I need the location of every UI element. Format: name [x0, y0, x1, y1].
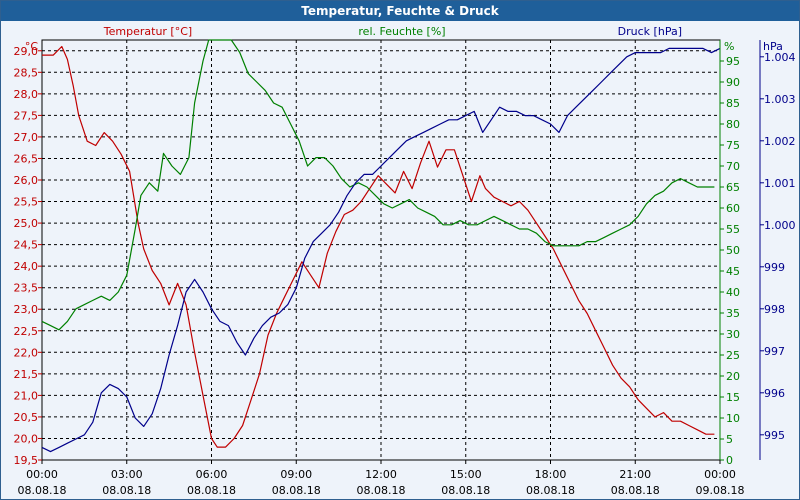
humidity-line [41, 39, 715, 331]
date-tick-label: 08.08.18 [357, 484, 406, 497]
pressure-axis-label: Druck [hPa] [618, 25, 682, 38]
humidity-tick-label: 25 [726, 349, 740, 362]
date-tick-label: 08.08.18 [187, 484, 236, 497]
series-lines [41, 39, 721, 453]
date-tick-label: 08.08.18 [18, 484, 67, 497]
date-tick-label: 09.08.18 [696, 484, 745, 497]
date-tick-label: 08.08.18 [102, 484, 151, 497]
temperature-tick-label: 20,5 [14, 411, 39, 424]
temperature-tick-label: 22,0 [14, 346, 39, 359]
time-tick-label: 06:00 [196, 468, 228, 481]
pressure-tick-label: 1.001 [764, 177, 796, 190]
humidity-tick-label: 90 [726, 76, 740, 89]
humidity-tick-label: 45 [726, 265, 740, 278]
temperature-tick-label: 28,5 [14, 66, 39, 79]
date-tick-label: 08.08.18 [441, 484, 490, 497]
pressure-tick-label: 995 [764, 429, 785, 442]
axis-temperature: 29,0 28,5 28,0 27,5 27,0 26,5 26,0 25,5 25,0 24,5… [14, 45, 42, 467]
humidity-tick-label: 80 [726, 118, 740, 131]
pressure-tick-label: 1.003 [764, 93, 796, 106]
pressure-unit: hPa [763, 40, 783, 53]
pressure-tick-label: 1.002 [764, 135, 796, 148]
time-tick-label: 00:00 [704, 468, 736, 481]
humidity-tick-label: 40 [726, 286, 740, 299]
humidity-tick-label: 15 [726, 391, 740, 404]
temperature-tick-label: 25,0 [14, 217, 39, 230]
humidity-tick-label: 55 [726, 223, 740, 236]
temperature-axis-label: Temperatur [°C] [103, 25, 192, 38]
temperature-tick-label: 24,0 [14, 260, 39, 273]
temperature-tick-label: 23,5 [14, 282, 39, 295]
date-tick-label: 08.08.18 [526, 484, 575, 497]
pressure-tick-label: 998 [764, 303, 785, 316]
humidity-tick-label: 35 [726, 307, 740, 320]
humidity-tick-label: 30 [726, 328, 740, 341]
temperature-tick-label: 29,0 [14, 45, 39, 58]
temperature-tick-label: 26,5 [14, 152, 39, 165]
temperature-tick-label: 26,0 [14, 174, 39, 187]
temperature-tick-label: 20,0 [14, 432, 39, 445]
temperature-tick-label: 28,0 [14, 88, 39, 101]
pressure-tick-label: 997 [764, 345, 785, 358]
pressure-tick-label: 999 [764, 261, 785, 274]
humidity-tick-label: 70 [726, 160, 740, 173]
humidity-tick-label: 85 [726, 97, 740, 110]
humidity-tick-label: 50 [726, 244, 740, 257]
temperature-tick-label: 21,0 [14, 389, 39, 402]
temperature-tick-label: 22,5 [14, 325, 39, 338]
axis-pressure: 1.004 1.003 1.002 1.001 1.000 999 998 997 996 995 [759, 40, 796, 460]
humidity-tick-label: 65 [726, 181, 740, 194]
grid [42, 40, 720, 461]
humidity-tick-label: 20 [726, 370, 740, 383]
humidity-axis-label: rel. Feuchte [%] [358, 25, 445, 38]
humidity-tick-label: 5 [726, 433, 733, 446]
temperature-tick-label: 24,5 [14, 239, 39, 252]
window-title: Temperatur, Feuchte & Druck [1, 1, 799, 21]
temperature-tick-label: 27,5 [14, 109, 39, 122]
humidity-tick-label: 10 [726, 412, 740, 425]
time-tick-label: 09:00 [280, 468, 312, 481]
axis-time: 00:00 08.08.18 03:00 08.08.18 06:00 08.08.18 0… [18, 460, 745, 497]
temperature-tick-label: 25,5 [14, 196, 39, 209]
temperature-tick-label: 21,5 [14, 368, 39, 381]
temperature-tick-label: 27,0 [14, 131, 39, 144]
temperature-tick-label: 23,0 [14, 303, 39, 316]
time-tick-label: 12:00 [365, 468, 397, 481]
time-tick-label: 00:00 [26, 468, 58, 481]
pressure-tick-label: 996 [764, 387, 785, 400]
date-tick-label: 08.08.18 [272, 484, 321, 497]
temperature-line [42, 45, 715, 448]
temperature-unit: °C [25, 40, 39, 53]
time-tick-label: 21:00 [619, 468, 651, 481]
date-tick-label: 08.08.18 [611, 484, 660, 497]
time-tick-label: 18:00 [535, 468, 567, 481]
humidity-tick-label: 0 [726, 454, 733, 467]
time-tick-label: 03:00 [111, 468, 143, 481]
humidity-tick-label: 95 [726, 55, 740, 68]
temperature-tick-label: 19,5 [14, 454, 39, 467]
humidity-unit: % [724, 40, 734, 53]
humidity-tick-label: 60 [726, 202, 740, 215]
axis-headers: °C Temperatur [°C] rel. Feuchte [%]% Druck … [25, 25, 783, 53]
pressure-tick-label: 1.000 [764, 219, 796, 232]
pressure-line [41, 47, 721, 453]
time-tick-label: 15:00 [450, 468, 482, 481]
pressure-tick-label: 1.004 [764, 51, 796, 64]
humidity-tick-label: 75 [726, 139, 740, 152]
